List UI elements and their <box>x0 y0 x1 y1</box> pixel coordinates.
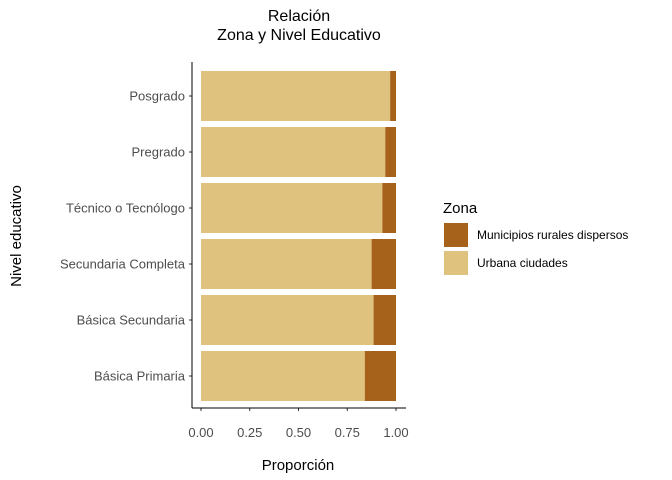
bar-posgrado-series-1 <box>390 71 396 121</box>
bar-b-sica-primaria-series-0 <box>201 351 365 401</box>
legend: Zona Municipios rurales dispersos Urbana … <box>443 200 628 275</box>
y-tick-label: Posgrado <box>129 89 185 104</box>
x-tick-label: 0.75 <box>335 425 360 440</box>
y-tick-labels: Posgrado Pregrado Técnico o Tecnólogo Secun… <box>60 89 192 384</box>
y-axis-title: Nivel educativo <box>8 185 25 287</box>
bar-t-cnico-o-tecn-logo-series-0 <box>201 183 383 233</box>
x-tick-labels: 0.00 0.25 0.50 0.75 1.00 <box>188 408 409 440</box>
chart-title: Relación <box>268 8 330 25</box>
bar-b-sica-primaria-series-1 <box>364 351 396 401</box>
bar-b-sica-secundaria-series-1 <box>373 295 396 345</box>
x-tick-label: 0.00 <box>188 425 213 440</box>
bar-posgrado-series-0 <box>201 71 391 121</box>
bar-t-cnico-o-tecn-logo-series-1 <box>382 183 396 233</box>
y-tick-label: Técnico o Tecnólogo <box>66 201 185 216</box>
x-tick-label: 1.00 <box>383 425 408 440</box>
legend-swatch <box>444 251 468 275</box>
x-tick-label: 0.25 <box>237 425 262 440</box>
bar-pregrado-series-0 <box>201 127 386 177</box>
bar-secundaria-completa-series-0 <box>201 239 372 289</box>
y-tick-label: Básica Primaria <box>94 369 186 384</box>
bar-b-sica-secundaria-series-0 <box>201 295 374 345</box>
y-tick-label: Pregrado <box>132 145 185 160</box>
bars-group <box>201 71 396 401</box>
legend-title: Zona <box>443 200 478 217</box>
x-axis-title: Proporción <box>262 457 335 474</box>
y-tick-label: Secundaria Completa <box>60 257 186 272</box>
bar-secundaria-completa-series-1 <box>371 239 396 289</box>
chart-subtitle: Zona y Nivel Educativo <box>217 27 381 44</box>
legend-label: Urbana ciudades <box>477 256 568 270</box>
y-tick-label: Básica Secundaria <box>77 313 186 328</box>
legend-label: Municipios rurales dispersos <box>477 228 628 242</box>
legend-swatch <box>444 223 468 247</box>
x-tick-label: 0.50 <box>286 425 311 440</box>
bar-pregrado-series-1 <box>385 127 396 177</box>
